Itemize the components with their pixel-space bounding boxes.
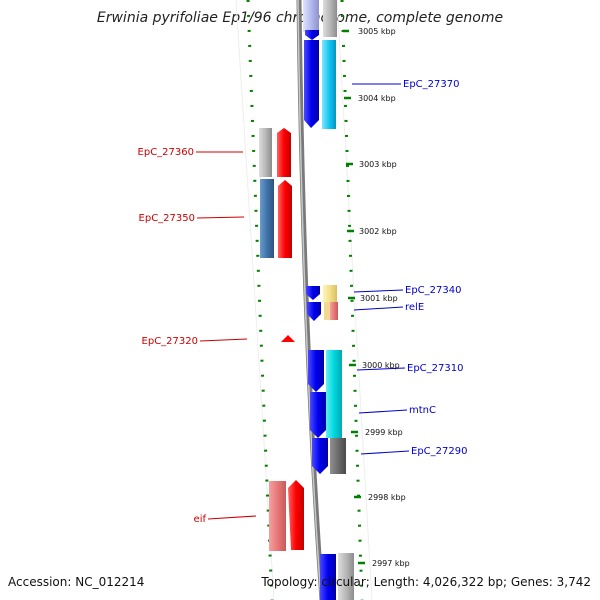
tick-ring-right bbox=[340, 0, 364, 600]
scale-tick-label: 3002 kbp bbox=[359, 227, 397, 236]
gene-label-right[interactable]: mtnC bbox=[409, 405, 436, 416]
gene-feature[interactable] bbox=[304, 40, 319, 128]
gene-feature[interactable] bbox=[260, 179, 274, 258]
left-leader-lines bbox=[196, 151, 257, 520]
gene-feature[interactable] bbox=[326, 350, 342, 438]
topology-text: Topology: circular; Length: 4,026,322 bp… bbox=[261, 575, 591, 589]
scale-tick-label: 3005 kbp bbox=[358, 27, 396, 36]
gene-label-right[interactable]: relE bbox=[405, 302, 424, 313]
gene-feature[interactable] bbox=[277, 128, 291, 177]
outer-track-line bbox=[235, 0, 275, 600]
scale-tick-label: 2998 kbp bbox=[368, 493, 406, 502]
gene-feature[interactable] bbox=[338, 553, 354, 600]
chromosome-backbone bbox=[296, 0, 325, 600]
gene-feature[interactable] bbox=[281, 335, 295, 342]
gene-feature[interactable] bbox=[323, 285, 337, 302]
gene-feature[interactable] bbox=[323, 0, 337, 37]
gene-feature[interactable] bbox=[320, 554, 336, 600]
gene-label-left[interactable]: EpC_27350 bbox=[139, 213, 195, 224]
gene-feature[interactable] bbox=[306, 286, 320, 300]
gene-feature[interactable] bbox=[324, 302, 330, 320]
gene-feature[interactable] bbox=[288, 480, 304, 550]
gene-label-right[interactable]: EpC_27340 bbox=[405, 285, 461, 296]
scale-tick-label: 3001 kbp bbox=[360, 294, 398, 303]
accession-text: Accession: NC_012214 bbox=[8, 575, 145, 589]
gene-feature[interactable] bbox=[330, 302, 338, 320]
gene-feature[interactable] bbox=[303, 0, 319, 32]
gene-feature[interactable] bbox=[330, 438, 346, 474]
scale-tick-label: 3004 kbp bbox=[358, 94, 396, 103]
scale-tick-label: 3000 kbp bbox=[362, 361, 400, 370]
gene-feature[interactable] bbox=[278, 180, 292, 258]
gene-feature[interactable] bbox=[312, 438, 328, 474]
gene-feature[interactable] bbox=[305, 30, 319, 40]
gene-feature[interactable] bbox=[308, 350, 324, 392]
gene-feature[interactable] bbox=[322, 40, 336, 129]
gene-label-right[interactable]: EpC_27370 bbox=[403, 79, 459, 90]
tick-ring-left bbox=[246, 0, 274, 600]
gene-label-left[interactable]: EpC_27320 bbox=[142, 336, 198, 347]
scale-tick-marks bbox=[343, 29, 365, 565]
gene-label-right[interactable]: EpC_27290 bbox=[411, 446, 467, 457]
gene-label-left[interactable]: eif bbox=[194, 514, 207, 525]
gene-label-right[interactable]: EpC_27310 bbox=[407, 363, 463, 374]
gene-feature[interactable] bbox=[259, 128, 272, 177]
gene-feature[interactable] bbox=[307, 302, 321, 321]
gene-label-left[interactable]: EpC_27360 bbox=[138, 147, 194, 158]
scale-tick-label: 2997 kbp bbox=[372, 559, 410, 568]
scale-tick-label: 3003 kbp bbox=[359, 160, 397, 169]
scale-tick-label: 2999 kbp bbox=[365, 428, 403, 437]
outer-track-line bbox=[336, 0, 373, 600]
gene-feature[interactable] bbox=[269, 481, 286, 551]
chromosome-backbone-highlight bbox=[297, 0, 322, 600]
gene-feature[interactable] bbox=[310, 392, 326, 438]
right-leader-lines bbox=[352, 83, 410, 455]
